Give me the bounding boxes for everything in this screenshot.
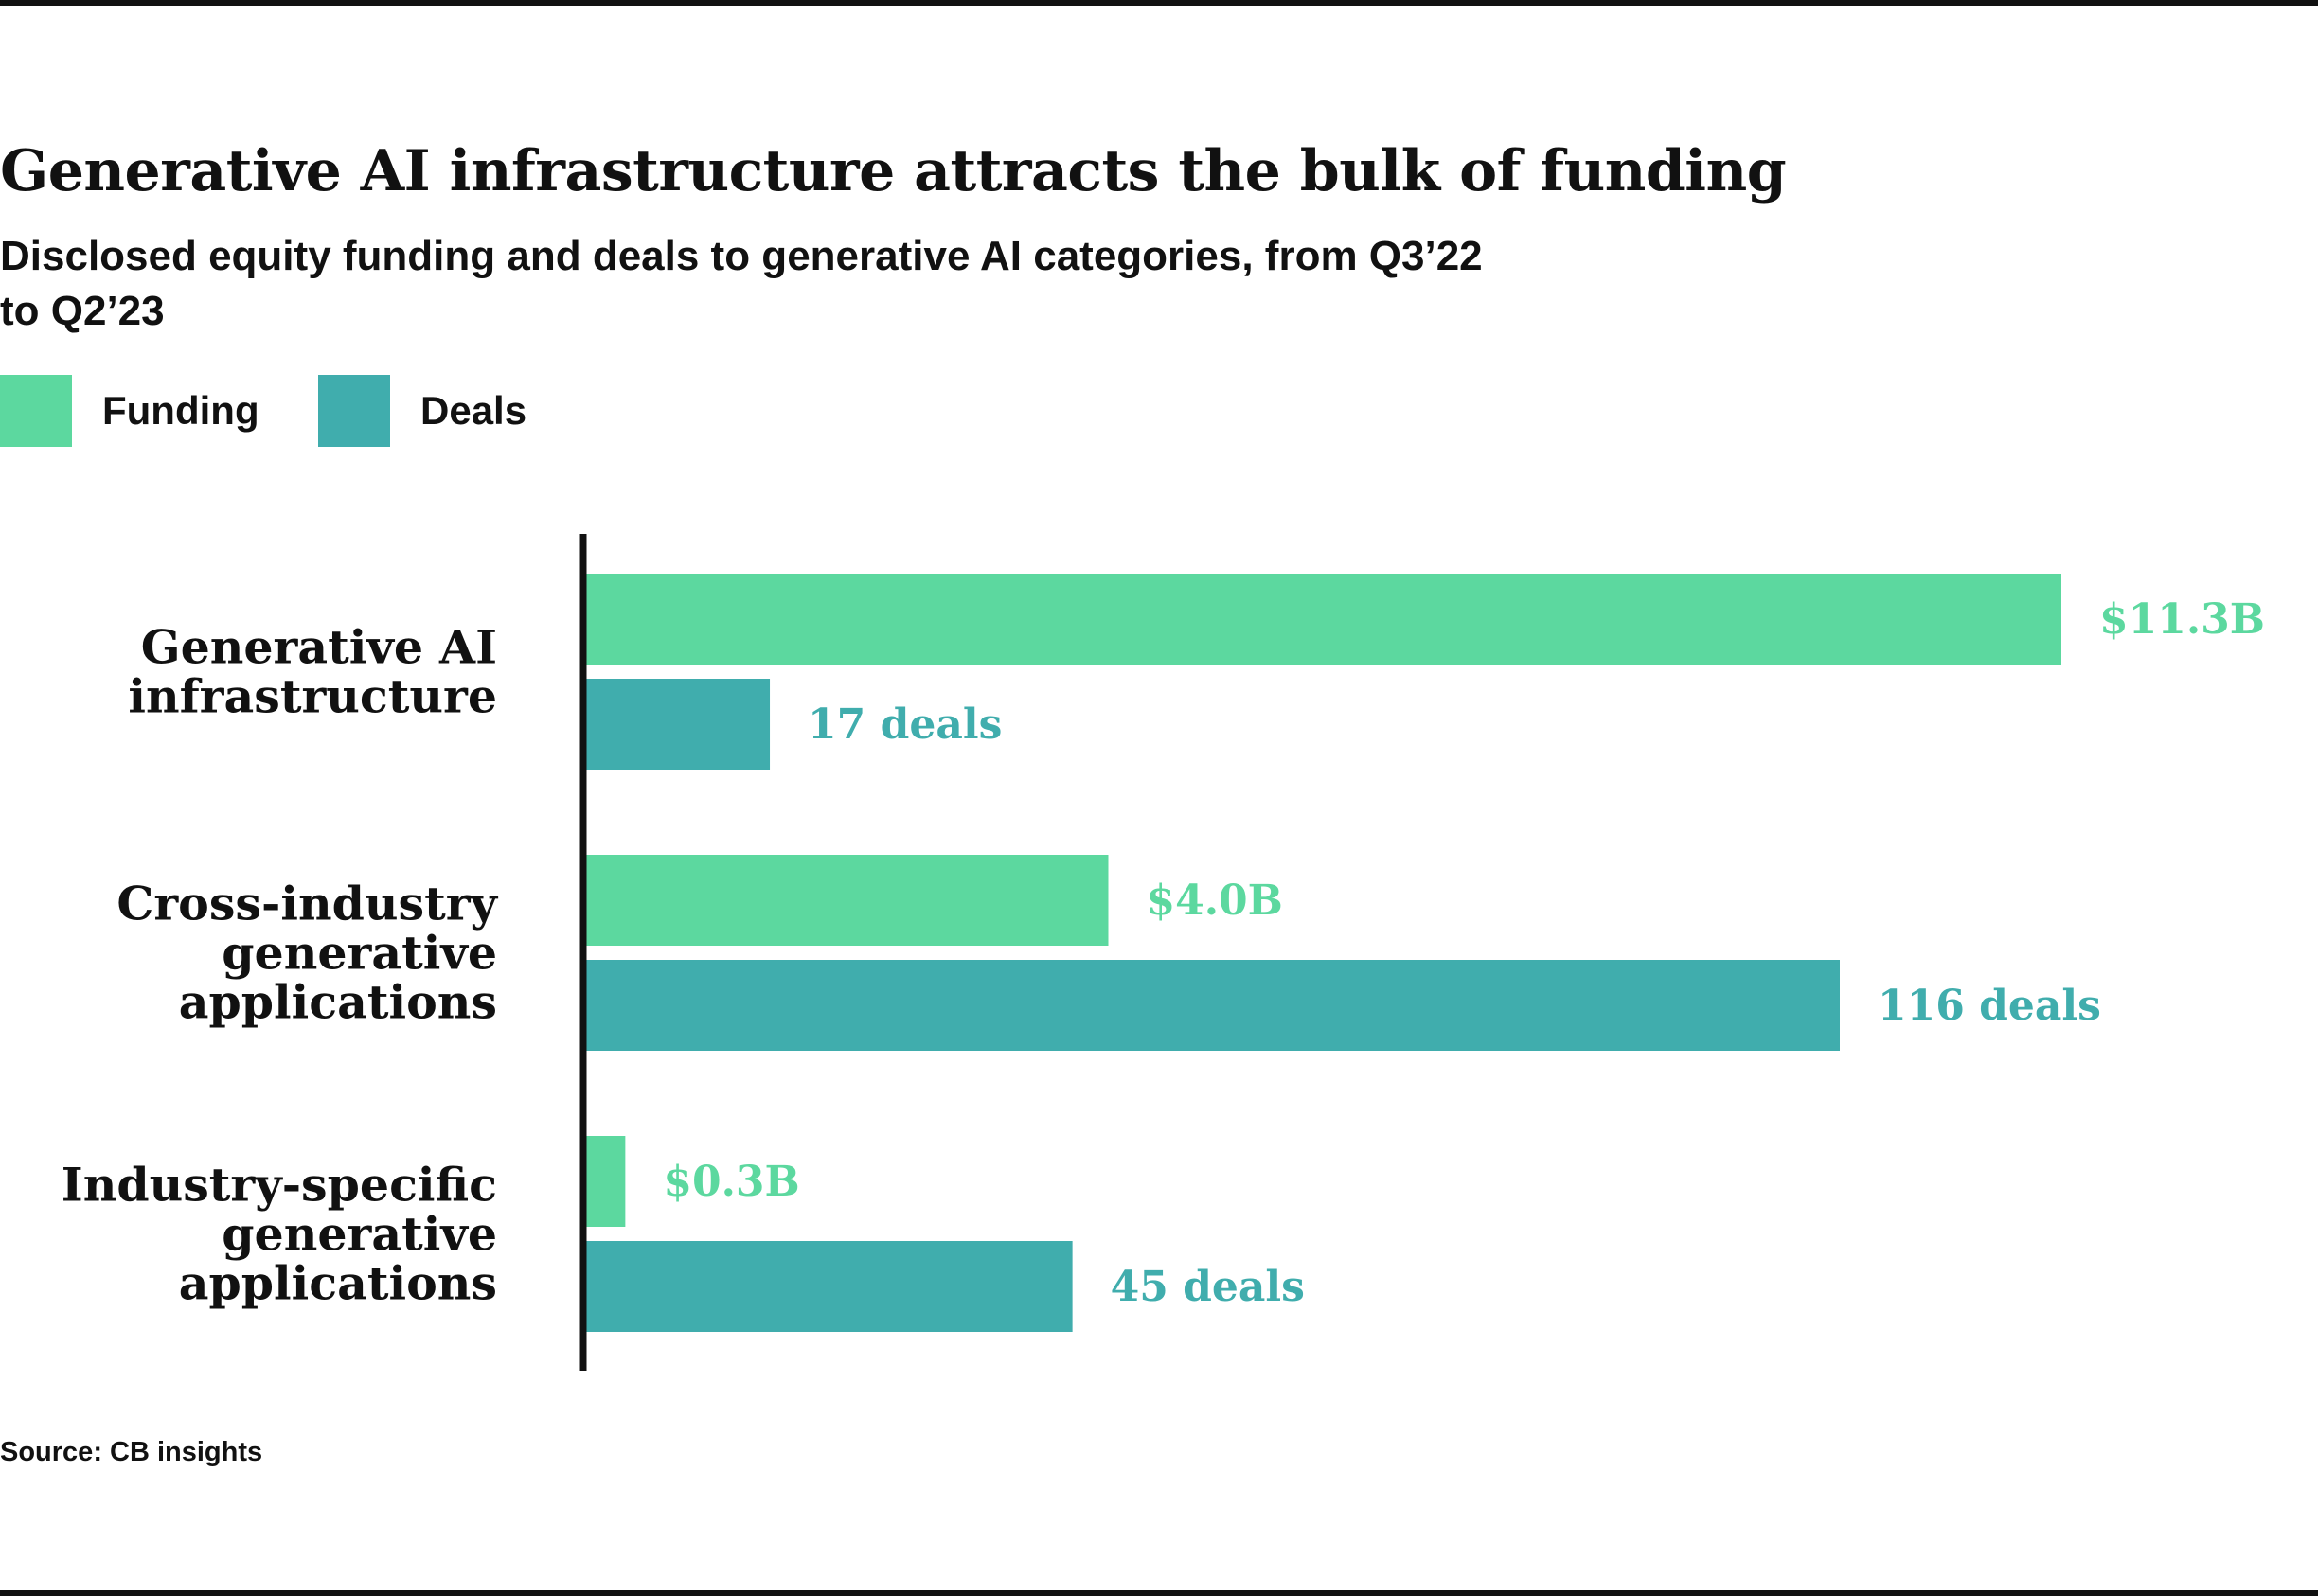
category-label-line: applications	[179, 975, 497, 1030]
chart-title: Generative AI infrastructure attracts th…	[0, 138, 1787, 204]
bottom-rule	[0, 1590, 2318, 1596]
category-label: Industry-specific generative applications	[62, 1158, 497, 1311]
category-label-line: applications	[179, 1256, 497, 1311]
category-label-line: Cross-industry	[116, 877, 498, 931]
deals-bar	[586, 679, 771, 770]
funding-value-label: $4.0B	[1147, 877, 1283, 925]
category-label-line: generative	[222, 1207, 497, 1262]
funding-bar	[586, 1136, 626, 1227]
funding-bar	[586, 855, 1109, 946]
deals-bar	[586, 1241, 1073, 1332]
source-note: Source: CB insights	[0, 1437, 263, 1467]
legend-label-funding: Funding	[102, 388, 259, 433]
category-label: Generative AI infrastructure	[128, 620, 497, 724]
legend-swatch-funding	[0, 375, 72, 447]
legend-swatch-deals	[318, 375, 390, 447]
deals-value-label: 116 deals	[1878, 982, 2101, 1030]
category-label-line: Industry-specific	[62, 1158, 497, 1213]
legend-label-deals: Deals	[420, 388, 527, 433]
deals-value-label: 17 deals	[808, 700, 1002, 749]
funding-value-label: $0.3B	[663, 1158, 799, 1206]
deals-bar	[586, 960, 1840, 1051]
top-rule	[0, 0, 2318, 6]
funding-value-label: $11.3B	[2099, 595, 2265, 644]
funding-bar	[586, 574, 2061, 665]
bar-chart: $11.3B 17 deals Generative AI infrastructur…	[62, 534, 2265, 1371]
category-label-line: generative	[222, 926, 497, 981]
category-label-line: infrastructure	[128, 669, 497, 724]
category-label-line: Generative AI	[141, 620, 497, 675]
chart-subtitle: Disclosed equity funding and deals to ge…	[0, 233, 1483, 334]
deals-value-label: 45 deals	[1111, 1263, 1305, 1311]
category-label: Cross-industry generative applications	[116, 877, 498, 1030]
